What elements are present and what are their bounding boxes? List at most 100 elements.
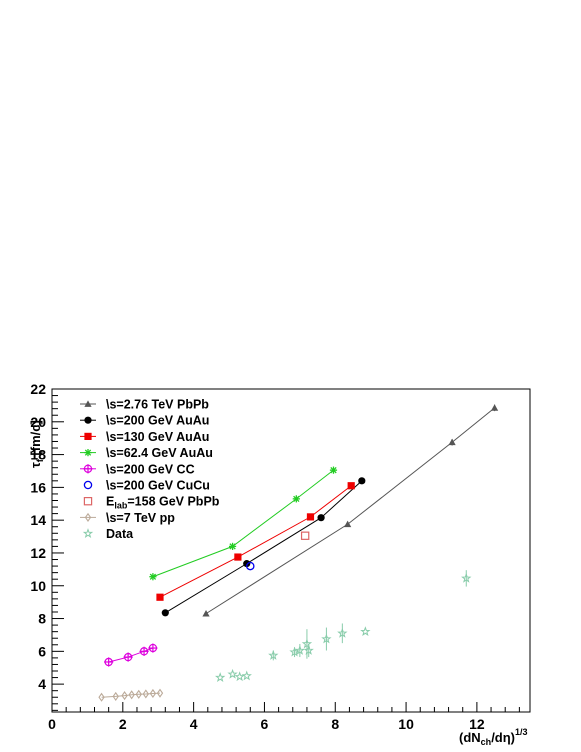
plot-frame: [51, 388, 531, 713]
legend-label: \s=200 GeV AuAu: [106, 414, 209, 428]
legend-marker: [82, 528, 94, 538]
data-point: [306, 513, 315, 521]
data-point: [300, 531, 310, 540]
y-tick-label: 20: [30, 414, 46, 430]
y-tick-label: 16: [30, 479, 46, 495]
legend-entry: Data: [82, 527, 134, 541]
data-point: [358, 477, 366, 485]
data-point: [317, 514, 325, 522]
x-tick-label: 12: [469, 716, 485, 732]
series-3: [149, 466, 338, 581]
series-line: [205, 407, 495, 615]
data-point: [139, 646, 149, 656]
legend-label: \s=200 GeV CuCu: [106, 479, 210, 493]
y-tick-label: 22: [30, 381, 46, 397]
legend-marker: [84, 432, 92, 440]
y-axis-title: τf [fm/c]: [28, 420, 45, 468]
legend-entry: \s=62.4 GeV AuAu: [80, 446, 213, 460]
data-point: [344, 520, 352, 528]
data-point: [301, 638, 313, 649]
legend-marker: [83, 497, 93, 506]
x-tick-label: 8: [331, 716, 339, 732]
x-tick-label: 6: [261, 716, 269, 732]
data-point: [121, 691, 128, 701]
legend-marker: [84, 512, 92, 522]
legend-entry: \s=200 GeV CuCu: [83, 479, 210, 493]
y-tick-label: 18: [30, 447, 46, 463]
axes-ticks: 0 2 4 6 8 10 12 4 6 8 10 12 14 16 18 20 22: [30, 381, 520, 732]
data-point: [156, 688, 164, 698]
series-5: [246, 561, 255, 571]
legend-marker: [83, 464, 93, 474]
x-axis-title: (dNch/dη)1/3: [459, 727, 528, 747]
legend-label: Data: [106, 527, 134, 541]
data-point: [303, 645, 314, 655]
series-8: [215, 570, 472, 682]
x-tick-label: 0: [48, 716, 56, 732]
x-tick-label: 10: [398, 716, 414, 732]
series-line: [152, 469, 334, 578]
y-tick-label: 12: [30, 545, 46, 561]
data-point: [149, 688, 157, 699]
data-point: [161, 609, 169, 617]
data-point: [104, 657, 114, 667]
legend-entry: Elab=158 GeV PbPb: [83, 495, 220, 511]
data-point: [128, 690, 135, 700]
series-4: [104, 643, 158, 667]
series-0: [202, 404, 499, 617]
x-tick-label: 4: [190, 716, 198, 732]
series-line: [108, 647, 154, 663]
data-point: [241, 670, 252, 681]
legend-label: \s=2.76 TeV PbPb: [106, 398, 209, 412]
legend-marker: [84, 416, 92, 424]
data-point: [112, 691, 119, 701]
data-point: [461, 572, 472, 583]
data-point: [294, 645, 306, 655]
series-line: [101, 692, 161, 698]
series-line: [159, 485, 352, 598]
legend-label: \s=7 TeV pp: [106, 511, 175, 525]
data-point: [228, 542, 237, 551]
data-point: [234, 553, 242, 561]
legend-label: \s=200 GeV CC: [106, 462, 195, 476]
legend-marker: [83, 480, 93, 490]
legend-entry: \s=7 TeV pp: [80, 511, 175, 525]
series-7: [98, 688, 164, 702]
data-point: [156, 593, 164, 601]
data-point: [347, 482, 355, 490]
data-point: [148, 643, 158, 653]
data-point: [227, 668, 238, 679]
data-point: [149, 573, 157, 581]
data-point: [360, 626, 371, 637]
data-point: [490, 404, 499, 411]
legend-marker: [84, 400, 92, 407]
legend-entry: \s=130 GeV AuAu: [80, 430, 209, 444]
legend-entry: \s=200 GeV AuAu: [80, 414, 209, 428]
series-1: [161, 477, 366, 617]
data-point: [98, 692, 105, 702]
data-point: [337, 627, 348, 638]
legend-label: Elab=158 GeV PbPb: [106, 495, 220, 511]
y-tick-label: 14: [30, 512, 46, 528]
legend-entry: \s=2.76 TeV PbPb: [80, 398, 209, 412]
legend-label: \s=62.4 GeV AuAu: [106, 446, 213, 460]
legend-label: \s=130 GeV AuAu: [106, 430, 209, 444]
series-2: [156, 482, 355, 601]
y-tick-label: 8: [38, 611, 46, 627]
data-point: [268, 649, 279, 660]
data-point: [135, 689, 142, 699]
data-point: [329, 466, 338, 474]
legend-entry: \s=200 GeV CC: [80, 462, 195, 476]
data-point: [234, 671, 245, 682]
data-point: [142, 689, 150, 699]
data-point: [215, 672, 226, 682]
legend: \s=2.76 TeV PbPb \s=200 GeV AuAu \s=130 Ge…: [80, 398, 220, 541]
x-tick-label: 2: [119, 716, 127, 732]
y-tick-label: 6: [38, 643, 46, 659]
data-point: [321, 633, 332, 644]
series-line: [165, 480, 363, 614]
data-point: [243, 560, 251, 568]
y-tick-label: 4: [38, 676, 46, 692]
data-point: [448, 438, 456, 446]
